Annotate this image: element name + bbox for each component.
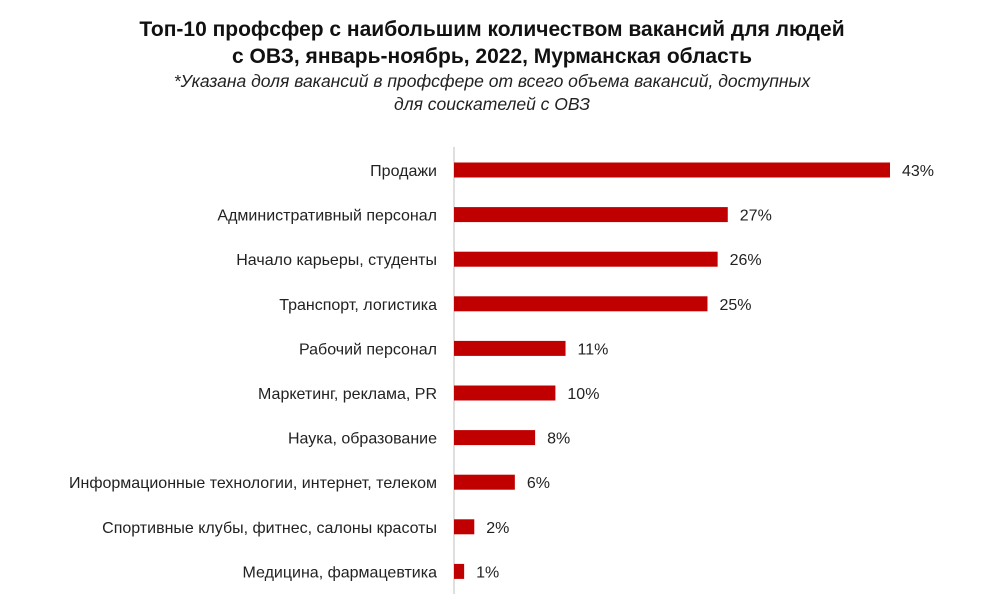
bars-layer: Продажи 43% Административный персонал 27% На…	[69, 147, 934, 594]
bar	[454, 340, 566, 356]
bar	[454, 162, 890, 178]
value-label: 25%	[719, 297, 751, 314]
category-label: Медицина, фармацевтика	[243, 564, 438, 581]
category-label: Продажи	[370, 163, 437, 180]
bar	[454, 296, 708, 312]
chart-subtitle-line-1: *Указана доля вакансий в профсфере от вс…	[173, 71, 811, 91]
bar	[454, 563, 465, 579]
category-label: Информационные технологии, интернет, тел…	[69, 475, 437, 492]
value-label: 2%	[486, 520, 509, 537]
chart-subtitle-line-2: для соискателей с ОВЗ	[394, 94, 590, 114]
value-label: 6%	[527, 475, 550, 492]
category-label: Маркетинг, реклама, PR	[258, 386, 437, 403]
value-label: 8%	[547, 431, 570, 448]
bar	[454, 207, 728, 223]
category-label: Рабочий персонал	[299, 341, 437, 358]
bar	[454, 519, 475, 535]
category-label: Транспорт, логистика	[279, 297, 437, 314]
chart-title-line-2: с ОВЗ, январь-ноябрь, 2022, Мурманская о…	[232, 45, 752, 68]
category-label: Административный персонал	[217, 208, 437, 225]
value-label: 27%	[740, 208, 772, 225]
value-label: 43%	[902, 163, 934, 180]
chart-header: Топ-10 профсфер с наибольшим количеством…	[0, 16, 984, 116]
bar	[454, 430, 536, 446]
value-label: 26%	[730, 252, 762, 269]
category-label: Спортивные клубы, фитнес, салоны красоты	[102, 520, 437, 537]
value-label: 10%	[567, 386, 599, 403]
value-label: 11%	[578, 341, 609, 358]
value-label: 1%	[476, 564, 499, 581]
category-label: Начало карьеры, студенты	[236, 252, 437, 269]
category-label: Наука, образование	[288, 431, 437, 448]
chart-title-line-1: Топ-10 профсфер с наибольшим количеством…	[139, 18, 845, 41]
bar	[454, 251, 718, 267]
bar	[454, 385, 556, 401]
bar	[454, 474, 515, 490]
